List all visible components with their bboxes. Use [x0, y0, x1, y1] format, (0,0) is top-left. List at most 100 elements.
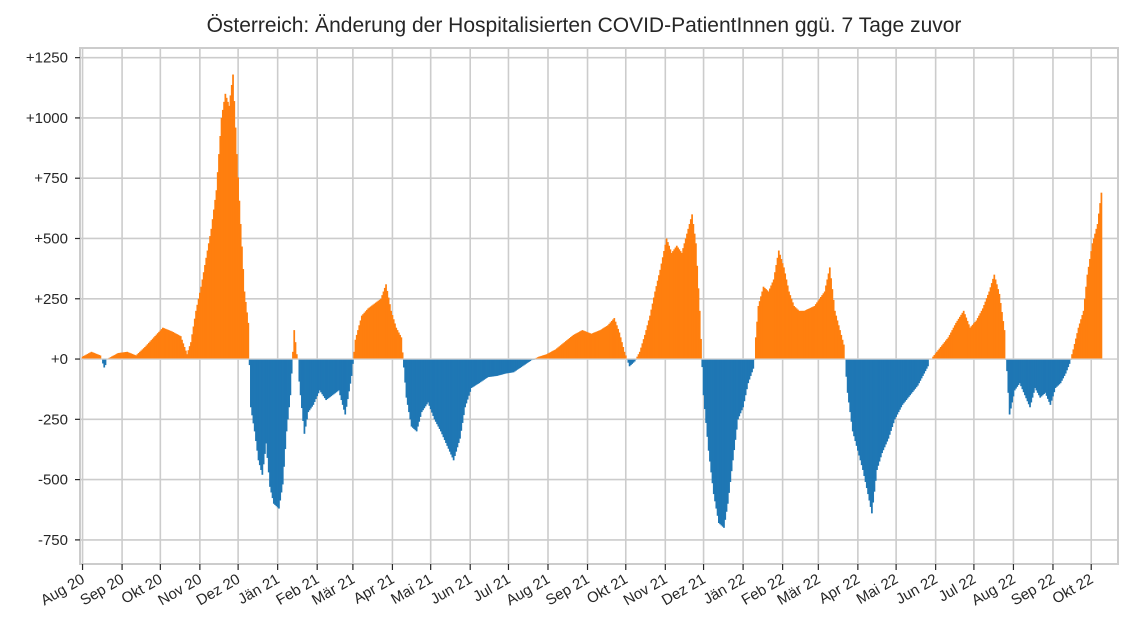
positive-bar [831, 289, 834, 360]
positive-bar [673, 249, 676, 360]
negative-bar [1022, 359, 1025, 393]
negative-bar [447, 359, 450, 449]
positive-bar [830, 278, 832, 360]
negative-bar [853, 359, 855, 437]
negative-bar [1024, 359, 1026, 396]
positive-bar [566, 340, 568, 360]
positive-bar [153, 337, 155, 360]
positive-bar [1086, 274, 1089, 360]
positive-bar [988, 291, 991, 360]
positive-bar [85, 354, 88, 360]
negative-bar [330, 359, 333, 397]
positive-bar [969, 327, 971, 360]
positive-bar [86, 353, 89, 360]
positive-bar [292, 351, 294, 360]
positive-bar [128, 352, 131, 360]
negative-bar [304, 359, 307, 427]
negative-bar [1041, 359, 1044, 396]
positive-bar [788, 291, 790, 360]
positive-bar [396, 330, 399, 360]
y-tick-label: +0 [51, 351, 68, 368]
negative-bar [1025, 359, 1028, 399]
positive-bar [943, 342, 946, 360]
negative-bar [908, 359, 910, 397]
negative-bar [857, 359, 859, 451]
positive-bar [366, 309, 368, 360]
positive-bar [953, 325, 956, 360]
negative-bar [428, 359, 431, 406]
positive-bar [842, 344, 845, 360]
positive-bar [697, 288, 700, 360]
negative-bar [340, 359, 343, 401]
positive-bar [781, 263, 784, 360]
negative-bar [1064, 359, 1067, 374]
y-tick-label: -250 [38, 411, 68, 428]
negative-bar [322, 359, 325, 397]
negative-bar [751, 359, 753, 373]
positive-bar [184, 350, 187, 360]
negative-bar [746, 359, 748, 390]
positive-bar [950, 332, 952, 360]
negative-bar [505, 359, 507, 374]
positive-bar [380, 298, 382, 360]
positive-bar [696, 265, 699, 360]
positive-bar [638, 351, 641, 360]
positive-bar [195, 310, 197, 360]
positive-bar [621, 342, 623, 360]
positive-bar [1089, 258, 1091, 360]
positive-bar [547, 353, 549, 360]
positive-bar [385, 284, 387, 360]
negative-bar [255, 359, 257, 442]
negative-bar [491, 359, 493, 377]
negative-bar [413, 359, 415, 429]
negative-bar [489, 359, 492, 377]
negative-bar [279, 359, 282, 501]
positive-bar [661, 257, 664, 360]
positive-bar [763, 287, 766, 360]
positive-bar [800, 310, 803, 360]
negative-bar [506, 359, 509, 374]
positive-bar [668, 245, 670, 360]
positive-bar [973, 323, 975, 360]
negative-bar [484, 359, 487, 379]
negative-bar [1063, 359, 1066, 376]
negative-bar [455, 359, 458, 452]
positive-bar [149, 341, 151, 360]
positive-bar [993, 274, 996, 360]
positive-bar [820, 296, 822, 360]
positive-bar [834, 310, 836, 360]
positive-bar [211, 219, 214, 360]
positive-bar [355, 334, 358, 360]
negative-bar [868, 359, 871, 501]
positive-bar [247, 322, 250, 360]
negative-bar [726, 359, 729, 504]
positive-bar [1096, 224, 1099, 360]
positive-bar [141, 349, 144, 360]
positive-bar [168, 330, 171, 360]
positive-bar [122, 352, 125, 360]
negative-bar [452, 359, 455, 461]
positive-bar [593, 332, 595, 360]
positive-bar [561, 344, 563, 360]
positive-bar [619, 337, 622, 360]
positive-bar [794, 307, 797, 360]
positive-bar [1100, 192, 1103, 360]
positive-bar [176, 334, 178, 360]
negative-bar [632, 359, 635, 363]
positive-bar [812, 306, 815, 360]
negative-bar [285, 359, 288, 432]
positive-bar [146, 344, 149, 360]
positive-bar [363, 312, 366, 360]
negative-bar [404, 359, 407, 383]
negative-bar [315, 359, 317, 400]
negative-bar [309, 359, 312, 409]
negative-bar [1012, 359, 1015, 397]
positive-bar [624, 355, 627, 360]
positive-bar [970, 326, 973, 360]
positive-bar [178, 335, 181, 360]
positive-bar [803, 310, 806, 360]
positive-bar [660, 263, 663, 360]
negative-bar [724, 359, 727, 520]
positive-bar [293, 330, 296, 360]
